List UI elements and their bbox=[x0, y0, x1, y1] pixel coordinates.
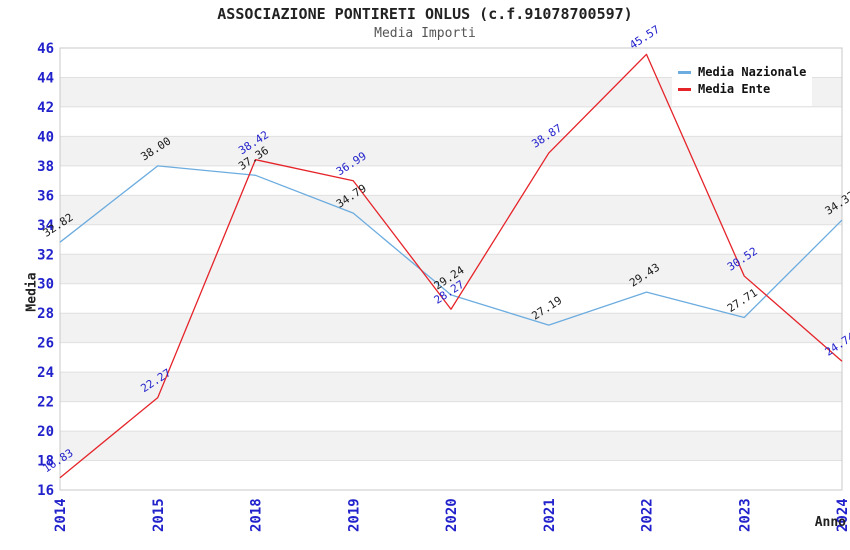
y-tick-label: 34 bbox=[37, 218, 54, 234]
y-tick-label: 46 bbox=[37, 41, 54, 57]
y-tick-label: 16 bbox=[37, 483, 54, 499]
chart-subtitle: Media Importi bbox=[374, 26, 476, 41]
media-nazionale-line-swatch-icon bbox=[678, 70, 691, 74]
legend-label-media-ente: Media Ente bbox=[698, 82, 771, 96]
y-tick-label: 28 bbox=[37, 306, 54, 322]
plot-band bbox=[60, 195, 842, 225]
y-axis-title: Media bbox=[24, 272, 40, 312]
chart-title: ASSOCIAZIONE PONTIRETI ONLUS (c.f.910787… bbox=[217, 5, 633, 23]
plot-band bbox=[60, 136, 842, 166]
y-tick-label: 30 bbox=[37, 277, 54, 293]
plot-band bbox=[60, 460, 842, 490]
plot-band bbox=[60, 165, 842, 196]
plot-band bbox=[60, 254, 842, 284]
plot-band bbox=[60, 313, 842, 343]
y-tick-label: 36 bbox=[37, 188, 54, 204]
y-tick-label: 42 bbox=[37, 100, 54, 116]
media-ente-line-swatch-icon bbox=[678, 87, 691, 91]
x-axis-title: Anno bbox=[814, 515, 846, 530]
plot-band bbox=[60, 224, 842, 255]
plot-band bbox=[60, 106, 842, 137]
x-tick-label: 2020 bbox=[444, 498, 460, 532]
plot-border bbox=[59, 47, 843, 491]
y-tick-label: 38 bbox=[37, 159, 54, 175]
y-tick-label: 26 bbox=[37, 336, 54, 352]
x-tick-label: 2014 bbox=[53, 498, 69, 532]
plot-band bbox=[60, 342, 842, 373]
y-tick-label: 18 bbox=[37, 454, 54, 470]
x-tick-label: 2018 bbox=[249, 498, 265, 532]
plot-band bbox=[60, 431, 842, 461]
y-tick-label: 24 bbox=[37, 365, 54, 381]
plot-band bbox=[60, 372, 842, 402]
y-tick-label: 32 bbox=[37, 247, 54, 263]
x-tick-label: 2019 bbox=[346, 498, 362, 532]
legend: Media Nazionale Media Ente bbox=[672, 55, 812, 106]
legend-item-media-ente: Media Ente bbox=[678, 82, 812, 96]
y-tick-label: 44 bbox=[37, 70, 54, 86]
y-tick-label: 22 bbox=[37, 395, 54, 411]
legend-item-media-nazionale: Media Nazionale bbox=[678, 65, 812, 79]
x-tick-label: 2023 bbox=[737, 498, 753, 532]
y-tick-label: 20 bbox=[37, 424, 54, 440]
y-tick-label: 40 bbox=[37, 129, 54, 145]
x-tick-label: 2021 bbox=[542, 498, 558, 532]
x-tick-label: 2024 bbox=[835, 498, 850, 532]
x-tick-label: 2022 bbox=[640, 498, 656, 532]
legend-label-media-nazionale: Media Nazionale bbox=[698, 65, 807, 79]
plot-band bbox=[60, 401, 842, 432]
series-line bbox=[59, 165, 843, 326]
x-tick-label: 2015 bbox=[151, 498, 167, 532]
series-line bbox=[59, 53, 843, 479]
